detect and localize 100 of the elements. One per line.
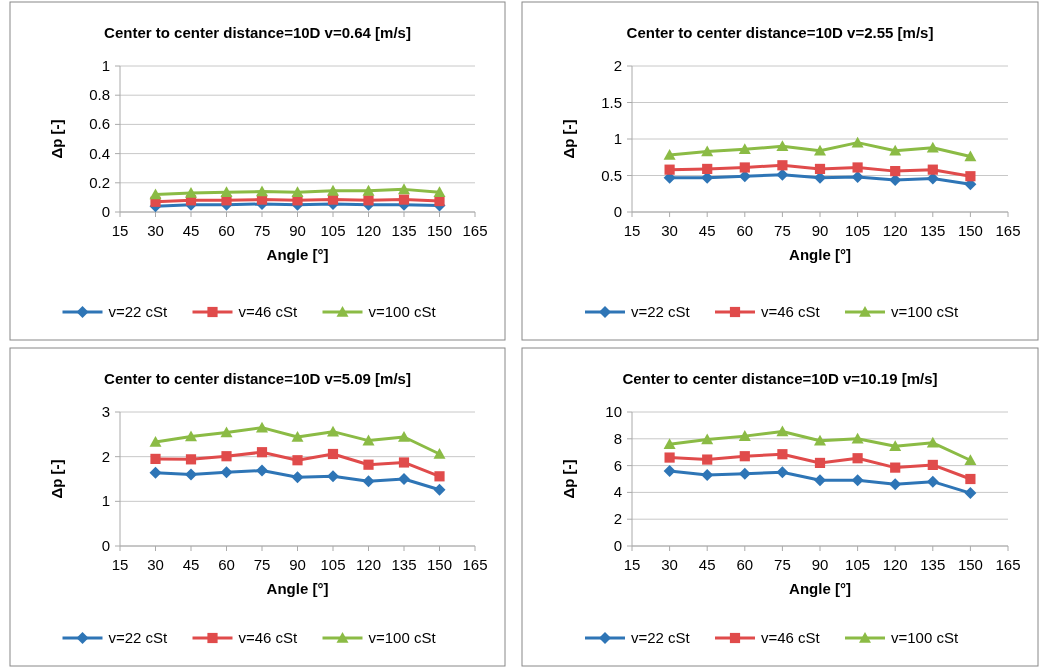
x-tick-label: 120: [882, 556, 908, 573]
point: [814, 457, 826, 469]
point: [965, 473, 976, 485]
x-tick-label: 30: [147, 556, 164, 573]
x-axis-title: Angle [°]: [266, 580, 329, 597]
y-tick-label: 2: [613, 510, 622, 528]
legend-label: v=46 cSt: [238, 629, 299, 646]
x-tick-label: 60: [218, 222, 235, 239]
point: [363, 459, 374, 470]
y-tick-label: 0: [613, 537, 622, 554]
y-tick-label: 1: [101, 492, 110, 510]
point: [398, 457, 410, 468]
legend-label: v=22 cSt: [631, 629, 691, 646]
y-tick-label: 0: [613, 203, 622, 220]
point: [739, 451, 750, 462]
point: [292, 455, 303, 466]
legend-label: v=46 cSt: [238, 303, 299, 320]
point: [738, 430, 751, 441]
y-tick-label: 0: [101, 203, 110, 220]
point: [185, 454, 197, 465]
y-tick-label: 0.6: [89, 115, 110, 133]
x-tick-label: 150: [426, 222, 453, 239]
point: [398, 183, 410, 195]
point: [434, 471, 445, 482]
point: [776, 140, 789, 152]
x-tick-label: 45: [182, 556, 200, 573]
point: [149, 435, 162, 447]
point: [927, 164, 938, 175]
point: [362, 184, 375, 196]
x-tick-label: 150: [426, 556, 453, 573]
y-tick-label: 6: [613, 456, 622, 474]
x-tick-label: 30: [147, 222, 164, 239]
point: [926, 475, 939, 488]
point: [738, 467, 751, 480]
x-tick-label: 60: [218, 556, 235, 573]
point: [851, 474, 864, 487]
point: [362, 475, 375, 488]
x-tick-label: 15: [111, 556, 129, 573]
chart-title: Center to center distance=10D v=10.19 [m/s]: [622, 370, 938, 387]
x-tick-label: 15: [623, 556, 641, 573]
y-tick-label: 1: [101, 57, 110, 74]
x-tick-label: 120: [882, 222, 908, 239]
point: [890, 462, 901, 473]
point: [291, 431, 304, 442]
point: [965, 171, 976, 182]
y-tick-label: 0.8: [89, 86, 110, 104]
point: [889, 440, 902, 451]
point: [814, 163, 826, 175]
point: [291, 186, 304, 198]
x-tick-label: 150: [957, 556, 983, 573]
x-tick-label: 105: [320, 222, 346, 239]
x-tick-label: 120: [355, 556, 382, 573]
point: [927, 459, 938, 471]
legend-label: v=100 cSt: [368, 629, 437, 646]
x-tick-label: 15: [111, 222, 129, 239]
chart-title: Center to center distance=10D v=0.64 [m/s]: [104, 24, 411, 41]
point: [777, 449, 788, 460]
x-tick-label: 90: [289, 222, 306, 239]
y-axis-title: Δp [-]: [48, 459, 65, 499]
y-tick-label: 0.4: [89, 144, 110, 162]
point: [663, 149, 676, 160]
x-tick-label: 135: [391, 556, 417, 573]
legend-label: v=22 cSt: [108, 303, 169, 320]
chart-title: Center to center distance=10D v=5.09 [m/s]: [104, 370, 411, 387]
x-tick-label: 120: [355, 222, 382, 239]
x-axis-title: Angle [°]: [789, 580, 851, 597]
legend-label: v=22 cSt: [631, 303, 691, 320]
x-tick-label: 75: [774, 222, 791, 239]
point: [327, 470, 339, 483]
x-tick-label: 15: [623, 222, 641, 239]
x-axis-title: Angle [°]: [266, 246, 329, 263]
point: [851, 136, 864, 148]
point: [702, 454, 713, 465]
point: [220, 426, 233, 438]
y-tick-label: 4: [613, 483, 622, 501]
y-tick-label: 0: [101, 537, 110, 554]
y-tick-label: 8: [613, 429, 622, 447]
x-tick-label: 90: [811, 222, 829, 239]
legend-label: v=100 cSt: [891, 629, 959, 646]
point: [185, 187, 197, 198]
point: [433, 186, 446, 198]
point: [738, 143, 751, 155]
point: [776, 466, 789, 479]
point: [926, 141, 939, 153]
y-tick-label: 10: [605, 403, 622, 420]
x-tick-label: 45: [182, 222, 200, 239]
y-tick-label: 3: [101, 403, 110, 420]
x-tick-label: 105: [845, 556, 871, 573]
x-tick-label: 75: [774, 556, 791, 573]
y-axis-title: Δp [-]: [560, 459, 577, 499]
point: [398, 194, 410, 205]
point: [363, 195, 374, 206]
point: [327, 448, 339, 460]
chart-title: Center to center distance=10D v=2.55 [m/s]: [626, 24, 934, 41]
legend-label: v=46 cSt: [761, 629, 821, 646]
x-tick-label: 165: [995, 222, 1021, 239]
point: [852, 453, 863, 464]
point: [964, 150, 977, 162]
point: [433, 447, 446, 459]
point: [889, 478, 902, 491]
